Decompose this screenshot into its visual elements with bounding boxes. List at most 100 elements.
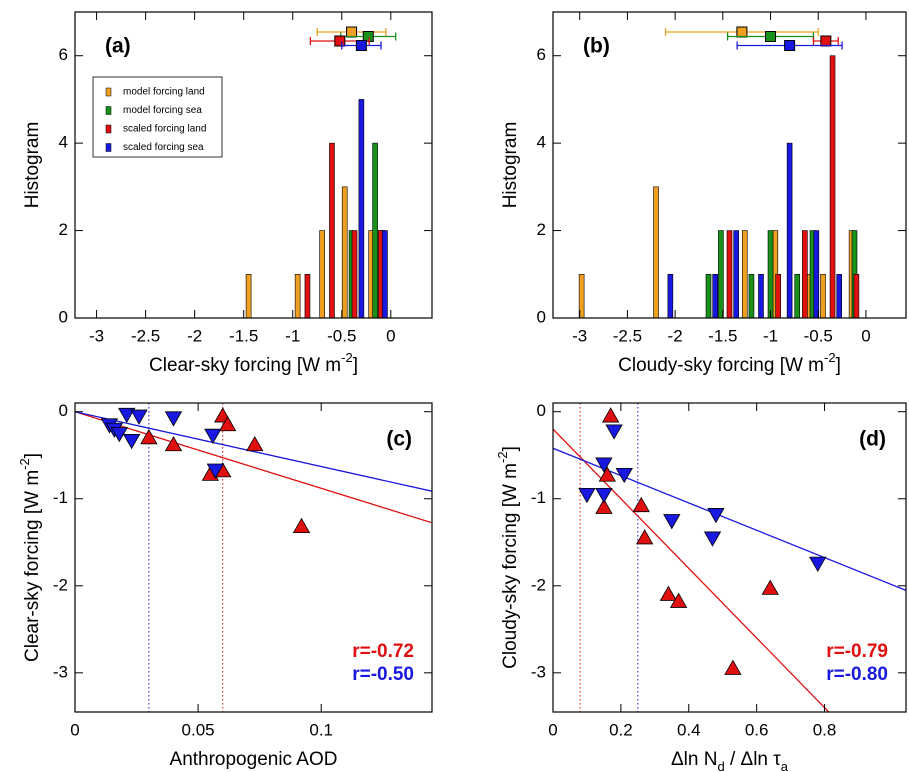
bar xyxy=(794,273,801,318)
x-label: Cloudy-sky forcing [W m-2] xyxy=(618,350,841,376)
point xyxy=(122,434,141,450)
bar xyxy=(829,55,836,318)
x-label: Clear-sky forcing [W m-2] xyxy=(149,350,358,376)
y-label: Histogram xyxy=(22,122,43,209)
error-bar xyxy=(341,40,382,51)
fit-line xyxy=(75,411,432,524)
x-label: Δln Nd / Δln τa xyxy=(671,749,789,772)
bar xyxy=(341,186,348,318)
mean-marker xyxy=(736,26,748,38)
bar xyxy=(741,230,748,318)
y-tick-label: 0 xyxy=(59,401,68,420)
r-label: r=-0.79 xyxy=(826,641,888,662)
x-tick-label: 0 xyxy=(548,720,557,739)
panel-letter: (c) xyxy=(386,428,412,451)
bar xyxy=(836,273,843,318)
point xyxy=(218,415,237,432)
label-part: -2 xyxy=(495,451,510,463)
bar xyxy=(726,230,733,318)
legend-box xyxy=(92,76,223,158)
point xyxy=(164,411,183,427)
legend-label: model forcing sea xyxy=(123,105,202,116)
point xyxy=(707,508,725,524)
mean-marker xyxy=(765,31,777,42)
point xyxy=(809,556,827,572)
y-tick-label: 4 xyxy=(59,133,68,152)
plot-frame xyxy=(74,402,433,713)
x-tick-label: 0 xyxy=(861,326,870,345)
x-tick-label: -3 xyxy=(572,326,587,345)
point xyxy=(130,409,148,425)
label-part: d xyxy=(717,759,724,772)
y-label: Cloudy-sky forcing [W m-2] xyxy=(495,446,521,669)
bar xyxy=(775,273,781,318)
y-tick-label: 0 xyxy=(537,401,546,420)
bar xyxy=(329,142,335,318)
point xyxy=(605,424,623,440)
point xyxy=(118,407,136,424)
x-tick-label: -2.5 xyxy=(131,326,160,345)
point xyxy=(204,428,222,445)
y-tick-label: -1 xyxy=(53,488,68,507)
panel-letter: (d) xyxy=(859,428,886,451)
bar xyxy=(813,230,820,318)
label-part: a xyxy=(781,759,789,772)
x-tick-label: -1.5 xyxy=(229,326,258,345)
x-tick-label: -2.5 xyxy=(613,326,642,345)
y-tick-label: -3 xyxy=(53,662,68,681)
point xyxy=(663,514,681,530)
label-part: Δln N xyxy=(671,749,717,770)
bar xyxy=(767,230,774,318)
x-tick-label: -2 xyxy=(187,326,202,345)
x-tick-label: 0.4 xyxy=(677,720,701,739)
legend-swatch xyxy=(105,87,112,97)
r-label: r=-0.50 xyxy=(352,664,414,685)
plot-area xyxy=(578,26,860,318)
x-tick-label: -1 xyxy=(763,326,778,345)
legend-swatch xyxy=(105,106,112,115)
x-tick-label: 0.05 xyxy=(182,720,215,739)
y-tick-label: -2 xyxy=(53,575,68,594)
x-tick-label: 0.1 xyxy=(309,720,333,739)
bar xyxy=(382,230,388,318)
label-part: ] xyxy=(22,453,43,458)
error-bar xyxy=(812,35,839,47)
point xyxy=(632,496,650,513)
x-tick-label: 0.8 xyxy=(813,720,837,739)
label-part: Clear-sky forcing [W m xyxy=(149,355,341,376)
bar xyxy=(245,273,252,318)
point xyxy=(602,407,620,423)
bar xyxy=(294,273,301,318)
label-part: ] xyxy=(353,355,358,376)
label-part: -2 xyxy=(341,350,353,365)
y-label: Clear-sky forcing [W m-2] xyxy=(17,453,43,662)
x-tick-label: -0.5 xyxy=(327,326,356,345)
x-tick-label: 0 xyxy=(70,720,79,739)
y-tick-label: 6 xyxy=(59,45,68,64)
legend-label: scaled forcing land xyxy=(123,124,206,135)
point xyxy=(140,429,158,445)
label-part: ] xyxy=(836,355,841,376)
x-tick-label: -2 xyxy=(668,326,683,345)
bar xyxy=(853,273,860,318)
y-label: Histogram xyxy=(500,122,521,209)
r-label: r=-0.72 xyxy=(352,641,414,662)
point xyxy=(246,435,264,452)
point xyxy=(635,529,654,545)
bar xyxy=(712,273,718,318)
y-tick-label: 0 xyxy=(59,307,68,326)
legend-label: scaled forcing sea xyxy=(123,142,204,153)
x-tick-label: 0 xyxy=(386,326,395,345)
r-label: r=-0.80 xyxy=(826,664,888,685)
label-part: Anthropogenic AOD xyxy=(170,749,338,770)
bar xyxy=(733,230,739,318)
plot-frame xyxy=(74,11,433,319)
x-label: Anthropogenic AOD xyxy=(170,749,338,770)
label-part: / Δln τ xyxy=(725,749,782,770)
mean-marker xyxy=(784,40,796,51)
label-part: Clear-sky forcing [W m xyxy=(22,470,43,662)
plot-area xyxy=(245,26,397,318)
bar xyxy=(786,142,793,318)
